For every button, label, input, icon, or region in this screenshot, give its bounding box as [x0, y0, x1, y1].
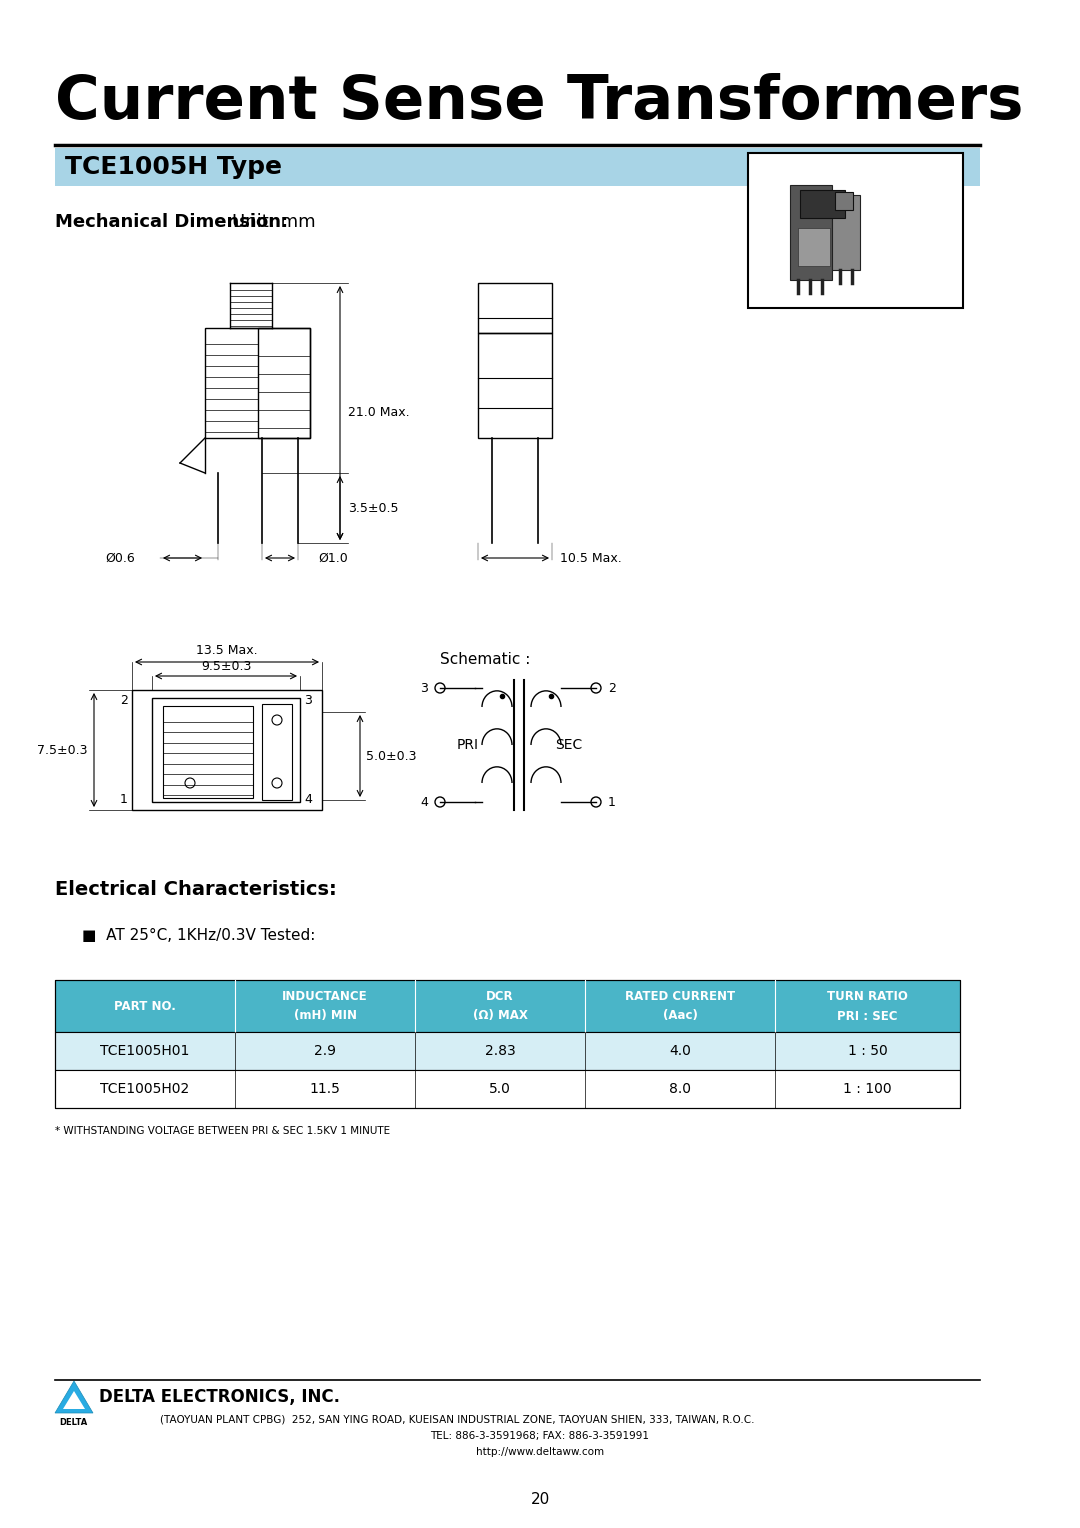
- Bar: [789, 185, 832, 280]
- Text: 2.9: 2.9: [314, 1044, 336, 1057]
- Bar: [262, 704, 292, 801]
- Text: ■  AT 25°C, 1KHz/0.3V Tested:: ■ AT 25°C, 1KHz/0.3V Tested:: [82, 927, 315, 943]
- Text: 5.0±0.3: 5.0±0.3: [366, 750, 417, 762]
- Text: 2: 2: [120, 694, 129, 707]
- Bar: [55, 979, 960, 1031]
- Text: SEC: SEC: [555, 738, 582, 752]
- Bar: [832, 196, 860, 270]
- Text: (mH) MIN: (mH) MIN: [294, 1010, 356, 1022]
- Text: Current Sense Transformers: Current Sense Transformers: [55, 73, 1024, 131]
- Bar: [748, 153, 963, 309]
- Text: * WITHSTANDING VOLTAGE BETWEEN PRI & SEC 1.5KV 1 MINUTE: * WITHSTANDING VOLTAGE BETWEEN PRI & SEC…: [55, 1126, 390, 1135]
- Text: RATED CURRENT: RATED CURRENT: [625, 990, 735, 1004]
- Text: 1 : 50: 1 : 50: [848, 1044, 888, 1057]
- Text: TEL: 886-3-3591968; FAX: 886-3-3591991: TEL: 886-3-3591968; FAX: 886-3-3591991: [431, 1432, 649, 1441]
- Text: 1: 1: [608, 796, 616, 808]
- Text: 1 : 100: 1 : 100: [843, 1082, 892, 1096]
- Text: http://www.deltaww.com: http://www.deltaww.com: [476, 1447, 604, 1458]
- Text: INDUCTANCE: INDUCTANCE: [282, 990, 368, 1004]
- Text: DELTA ELECTRONICS, INC.: DELTA ELECTRONICS, INC.: [99, 1387, 340, 1406]
- Bar: [163, 706, 253, 798]
- Bar: [478, 333, 552, 439]
- Text: Unit: mm: Unit: mm: [232, 212, 315, 231]
- Text: Mechanical Dimension:: Mechanical Dimension:: [55, 212, 288, 231]
- Text: Schematic :: Schematic :: [440, 652, 530, 668]
- Polygon shape: [63, 1390, 85, 1409]
- Text: DELTA: DELTA: [59, 1418, 87, 1427]
- Bar: [835, 193, 853, 209]
- Text: 13.5 Max.: 13.5 Max.: [197, 643, 258, 657]
- Text: DCR: DCR: [486, 990, 514, 1004]
- Bar: [800, 189, 845, 219]
- Text: 8.0: 8.0: [669, 1082, 691, 1096]
- Text: Ø1.0: Ø1.0: [318, 552, 348, 564]
- Bar: [132, 691, 322, 810]
- Text: 11.5: 11.5: [310, 1082, 340, 1096]
- Polygon shape: [55, 1381, 93, 1413]
- Text: 2.83: 2.83: [485, 1044, 515, 1057]
- Text: TURN RATIO: TURN RATIO: [827, 990, 908, 1004]
- Text: (Ω) MAX: (Ω) MAX: [473, 1010, 527, 1022]
- Text: 5.0: 5.0: [489, 1082, 511, 1096]
- Text: PRI : SEC: PRI : SEC: [837, 1010, 897, 1022]
- Text: PART NO.: PART NO.: [114, 999, 176, 1013]
- Text: 3: 3: [420, 681, 428, 695]
- Text: Electrical Characteristics:: Electrical Characteristics:: [55, 880, 337, 898]
- Text: TCE1005H Type: TCE1005H Type: [65, 154, 282, 179]
- Circle shape: [591, 683, 600, 694]
- Bar: [798, 228, 831, 266]
- Bar: [55, 1070, 960, 1108]
- Bar: [55, 979, 960, 1108]
- Bar: [55, 1031, 960, 1070]
- Text: TCE1005H01: TCE1005H01: [100, 1044, 190, 1057]
- Bar: [55, 148, 980, 186]
- Text: 1: 1: [120, 793, 129, 805]
- Text: Ø0.6: Ø0.6: [105, 552, 135, 564]
- Bar: [152, 698, 300, 802]
- Circle shape: [591, 798, 600, 807]
- Text: (TAOYUAN PLANT CPBG)  252, SAN YING ROAD, KUEISAN INDUSTRIAL ZONE, TAOYUAN SHIEN: (TAOYUAN PLANT CPBG) 252, SAN YING ROAD,…: [160, 1415, 755, 1426]
- Text: 2: 2: [608, 681, 616, 695]
- Text: TCE1005H02: TCE1005H02: [100, 1082, 190, 1096]
- Text: 3.5±0.5: 3.5±0.5: [348, 501, 399, 515]
- Text: 4: 4: [303, 793, 312, 805]
- Text: PRI: PRI: [457, 738, 478, 752]
- Text: 9.5±0.3: 9.5±0.3: [201, 660, 252, 672]
- Bar: [258, 329, 310, 439]
- Bar: [478, 283, 552, 333]
- Text: 20: 20: [530, 1493, 550, 1508]
- Text: 4.0: 4.0: [670, 1044, 691, 1057]
- Text: 7.5±0.3: 7.5±0.3: [37, 744, 87, 756]
- Text: 10.5 Max.: 10.5 Max.: [561, 552, 622, 564]
- Circle shape: [435, 683, 445, 694]
- Circle shape: [435, 798, 445, 807]
- Text: 4: 4: [420, 796, 428, 808]
- Text: 21.0 Max.: 21.0 Max.: [348, 406, 409, 420]
- Text: 3: 3: [303, 694, 312, 707]
- Text: (Aac): (Aac): [662, 1010, 698, 1022]
- Bar: [205, 329, 310, 439]
